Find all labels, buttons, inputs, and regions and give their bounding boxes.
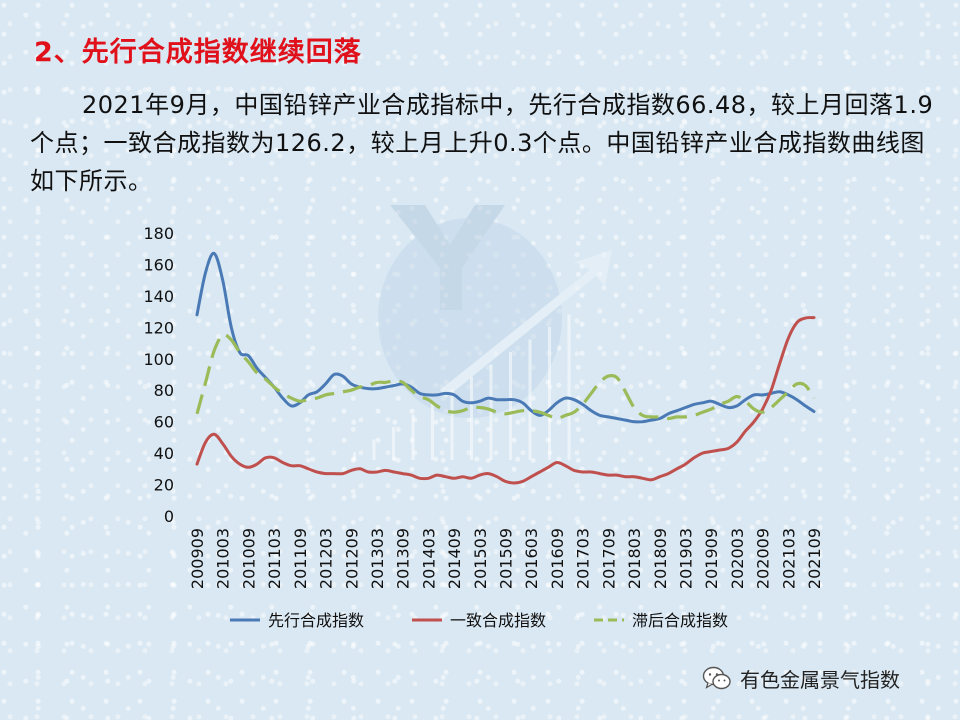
x-tick-label: 201403 bbox=[419, 528, 438, 589]
y-tick-label: 100 bbox=[143, 350, 174, 369]
x-axis: 200909 201003 201009 201103 201109 201203 2012… bbox=[188, 528, 824, 589]
legend-label-leading: 先行合成指数 bbox=[268, 611, 364, 630]
source-name: 有色金属景气指数 bbox=[740, 668, 900, 692]
x-tick-label: 201203 bbox=[317, 528, 336, 589]
watermark-bar bbox=[489, 364, 493, 460]
watermark-bar bbox=[509, 352, 512, 460]
y-tick-label: 40 bbox=[154, 444, 174, 463]
series-line-lagging bbox=[195, 333, 816, 421]
x-tick-label: 202009 bbox=[754, 528, 773, 589]
summary-paragraph: 2021年9月，中国铅锌产业合成指标中，先行合成指数66.48，较上月回落1.9… bbox=[30, 91, 934, 195]
x-tick-label: 201609 bbox=[548, 528, 567, 589]
watermark-bar bbox=[450, 389, 454, 460]
legend-label-lagging: 滞后合成指数 bbox=[632, 611, 728, 630]
x-tick-label: 201803 bbox=[625, 528, 644, 589]
x-tick-label: 201703 bbox=[574, 528, 593, 589]
x-tick-label: 201709 bbox=[599, 528, 618, 589]
x-tick-label: 202103 bbox=[779, 528, 798, 589]
watermark-bar bbox=[372, 439, 376, 460]
watermark-bar bbox=[411, 414, 415, 460]
watermark-bar bbox=[470, 377, 473, 460]
y-tick-label: 140 bbox=[143, 287, 174, 306]
watermark-bar bbox=[431, 402, 434, 460]
source-badge: 有色金属景气指数 bbox=[702, 664, 900, 693]
x-tick-label: 201503 bbox=[471, 528, 490, 589]
series-layer bbox=[195, 251, 816, 485]
x-tick-label: 201909 bbox=[702, 528, 721, 589]
watermark-bar bbox=[353, 452, 356, 460]
watermark-bar bbox=[567, 314, 571, 460]
x-tick-label: 201109 bbox=[291, 528, 310, 589]
y-tick-label: 60 bbox=[154, 413, 174, 432]
series-line-coincident bbox=[195, 316, 816, 485]
chart-legend: 先行合成指数 一致合成指数 滞后合成指数 bbox=[230, 611, 728, 630]
watermark-logo bbox=[378, 205, 612, 418]
y-tick-label: 20 bbox=[154, 476, 174, 495]
x-tick-label: 201209 bbox=[342, 528, 361, 589]
legend-label-coincident: 一致合成指数 bbox=[450, 611, 546, 630]
watermark-bar bbox=[528, 339, 532, 460]
y-tick-label: 0 bbox=[164, 507, 174, 526]
watermark-bar bbox=[548, 327, 551, 460]
x-tick-label: 202003 bbox=[728, 528, 747, 589]
wechat-icon bbox=[702, 666, 732, 692]
x-tick-label: 201009 bbox=[239, 528, 258, 589]
y-tick-label: 180 bbox=[143, 224, 174, 243]
x-tick-label: 201003 bbox=[214, 528, 233, 589]
x-tick-label: 201303 bbox=[368, 528, 387, 589]
y-axis: 0 20 40 60 80 100 120 140 160 180 bbox=[143, 224, 174, 526]
x-tick-label: 201809 bbox=[651, 528, 670, 589]
x-tick-label: 200909 bbox=[188, 528, 207, 589]
x-tick-label: 201309 bbox=[394, 528, 413, 589]
y-tick-label: 160 bbox=[143, 255, 174, 274]
watermark-bar bbox=[392, 427, 395, 460]
x-tick-label: 202109 bbox=[805, 528, 824, 589]
y-tick-label: 120 bbox=[143, 318, 174, 337]
section-heading: 2、先行合成指数继续回落 bbox=[34, 37, 362, 68]
x-tick-label: 201409 bbox=[445, 528, 464, 589]
x-tick-label: 201103 bbox=[265, 528, 284, 589]
x-tick-label: 201509 bbox=[497, 528, 516, 589]
watermark-bars bbox=[353, 314, 571, 460]
y-tick-label: 80 bbox=[154, 381, 174, 400]
x-tick-label: 201903 bbox=[677, 528, 696, 589]
x-tick-label: 201603 bbox=[522, 528, 541, 589]
